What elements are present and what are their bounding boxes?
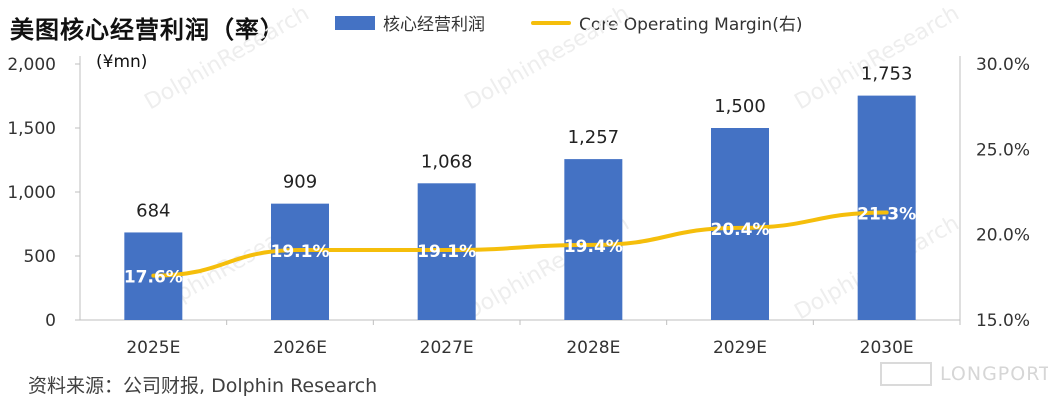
- bar-data-label: 909: [283, 172, 317, 193]
- x-tick-label: 2027E: [420, 338, 474, 358]
- legend-line-swatch: [531, 20, 571, 25]
- legend-bar-swatch: [335, 15, 375, 30]
- brand-logo-icon: [880, 362, 932, 386]
- bar: [271, 203, 329, 320]
- brand-watermark: LONGPORT: [880, 362, 1048, 386]
- x-tick-label: 2030E: [860, 338, 914, 358]
- legend-line-label: Core Operating Margin(右): [579, 15, 803, 35]
- y-left-tick-label: 1,000: [7, 183, 56, 203]
- chart-title: 美图核心经营利润（率）: [10, 16, 285, 44]
- bar-data-label: 684: [136, 200, 170, 221]
- legend-item-bar: 核心经营利润: [335, 10, 485, 35]
- line-data-label: 20.4%: [711, 220, 770, 240]
- watermark-text-0: DolphinResearch: [141, 1, 314, 115]
- bar: [711, 128, 769, 320]
- line-data-label: 17.6%: [124, 268, 183, 288]
- legend-item-line: Core Operating Margin(右): [531, 10, 802, 35]
- bar-data-label: 1,068: [421, 151, 473, 172]
- margin-line: [151, 210, 889, 278]
- bar: [857, 95, 916, 320]
- legend-bar-label: 核心经营利润: [383, 15, 485, 35]
- line-data-label: 19.4%: [564, 237, 623, 257]
- brand-watermark-text: LONGPORT: [940, 363, 1048, 385]
- y-left-tick-label: 2,000: [7, 55, 56, 75]
- watermark-text-1: DolphinResearch: [461, 1, 634, 115]
- x-tick-label: 2026E: [273, 338, 327, 358]
- y-left-tick-label: 500: [24, 247, 56, 267]
- bar-data-label: 1,753: [861, 64, 913, 85]
- y-right-tick-label: 15.0%: [976, 311, 1030, 331]
- line-data-label: 19.1%: [417, 242, 476, 262]
- y-left-tick-label: 0: [45, 311, 56, 331]
- bar: [564, 159, 623, 320]
- line-data-label: 19.1%: [271, 242, 330, 262]
- x-tick-label: 2029E: [713, 338, 767, 358]
- bar-data-label: 1,257: [568, 127, 620, 148]
- x-tick-label: 2028E: [566, 338, 620, 358]
- left-axis-unit: (¥mn): [96, 52, 148, 72]
- y-right-tick-label: 20.0%: [976, 226, 1030, 246]
- y-left-tick-label: 1,500: [7, 119, 56, 139]
- x-tick-label: 2025E: [126, 338, 180, 358]
- legend: 核心经营利润 Core Operating Margin(右): [335, 10, 802, 35]
- bar-data-label: 1,500: [714, 96, 766, 117]
- source-note: 资料来源：公司财报, Dolphin Research: [28, 375, 378, 397]
- y-right-tick-label: 25.0%: [976, 140, 1030, 160]
- y-right-tick-label: 30.0%: [976, 55, 1030, 75]
- line-data-label: 21.3%: [857, 204, 916, 224]
